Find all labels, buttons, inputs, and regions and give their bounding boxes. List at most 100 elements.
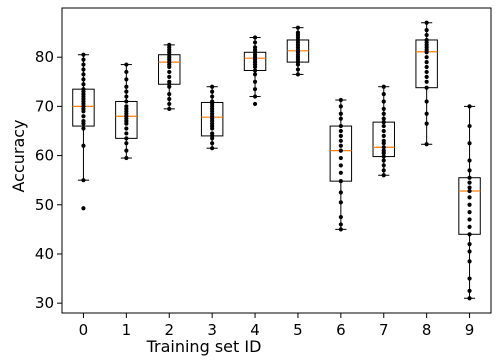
data-point — [381, 84, 386, 89]
data-point — [124, 148, 129, 153]
x-tick-label: 8 — [422, 321, 432, 339]
data-point — [467, 242, 472, 247]
data-point — [381, 168, 386, 173]
data-point — [467, 210, 472, 215]
data-point — [167, 74, 172, 79]
y-tick-label: 60 — [35, 147, 54, 165]
data-point — [381, 116, 386, 121]
data-point — [81, 67, 86, 72]
data-point — [252, 68, 258, 73]
data-point — [381, 133, 386, 139]
data-point — [81, 62, 86, 67]
data-point — [467, 123, 472, 129]
data-point — [338, 123, 343, 129]
y-tick-label: 40 — [35, 245, 54, 263]
x-tick-label: 9 — [465, 321, 475, 339]
box-group-8 — [415, 20, 438, 147]
data-point — [210, 84, 215, 89]
y-tick-label: 70 — [35, 97, 54, 115]
data-point — [124, 126, 129, 131]
data-point — [252, 94, 258, 99]
data-point — [467, 180, 472, 185]
data-point — [381, 163, 386, 168]
data-point — [81, 52, 86, 57]
data-point — [167, 96, 172, 102]
data-point — [81, 82, 86, 87]
data-point — [338, 97, 343, 103]
data-point — [295, 67, 301, 72]
data-point — [338, 116, 343, 121]
data-point — [124, 136, 129, 141]
data-point — [81, 87, 86, 92]
data-point — [295, 72, 301, 77]
data-point — [252, 79, 258, 84]
data-point — [424, 69, 429, 75]
data-point — [381, 106, 386, 111]
data-point — [424, 85, 429, 90]
data-point — [467, 175, 472, 180]
y-tick-label: 80 — [35, 48, 54, 66]
box-group-5 — [286, 25, 310, 77]
data-point — [467, 217, 472, 222]
data-point — [381, 120, 386, 125]
data-point — [81, 143, 86, 148]
data-point — [338, 190, 343, 195]
data-point — [424, 142, 429, 147]
data-point — [167, 106, 172, 111]
data-point — [252, 101, 258, 107]
data-point — [210, 141, 215, 146]
data-point — [467, 104, 472, 109]
data-point — [381, 158, 386, 163]
data-point — [381, 148, 386, 153]
data-point — [81, 126, 86, 131]
data-point — [210, 131, 215, 136]
data-point — [81, 206, 86, 211]
data-point — [252, 87, 258, 92]
data-point — [81, 57, 86, 62]
box-group-9 — [458, 104, 481, 301]
data-point — [338, 111, 343, 116]
data-point — [338, 148, 343, 153]
box-group-3 — [200, 84, 224, 151]
data-point — [338, 133, 343, 139]
data-point — [210, 99, 215, 104]
data-point — [167, 69, 172, 75]
box-group-1 — [115, 62, 138, 161]
data-point — [210, 94, 215, 99]
data-point — [124, 104, 129, 109]
data-point — [467, 141, 472, 146]
x-tick-label: 1 — [122, 321, 132, 339]
data-point — [252, 45, 258, 50]
box-group-2 — [158, 42, 181, 111]
data-point — [467, 232, 472, 237]
data-point — [424, 74, 429, 79]
data-point — [467, 224, 472, 230]
data-point — [252, 35, 258, 40]
data-point — [124, 94, 129, 99]
data-point — [381, 91, 386, 97]
box-group-6 — [329, 97, 353, 232]
y-axis-title: Accuracy — [9, 119, 28, 192]
data-point — [124, 89, 129, 94]
data-point — [381, 154, 386, 159]
data-point — [124, 99, 129, 104]
data-point — [124, 131, 129, 136]
data-point — [424, 55, 429, 60]
data-point — [295, 25, 301, 30]
data-point — [424, 64, 429, 70]
data-point — [124, 155, 129, 161]
plot-frame — [61, 7, 492, 314]
data-point — [424, 111, 429, 116]
data-point — [381, 111, 386, 116]
data-point — [381, 173, 386, 178]
x-tick-label: 4 — [250, 321, 260, 339]
data-point — [81, 178, 86, 183]
box-group-7 — [372, 84, 395, 178]
data-point — [338, 163, 343, 168]
data-point — [210, 89, 215, 94]
data-point — [338, 222, 343, 227]
data-point — [252, 72, 258, 77]
data-point — [81, 114, 86, 119]
x-tick-label: 2 — [164, 321, 174, 339]
data-point — [124, 141, 129, 146]
